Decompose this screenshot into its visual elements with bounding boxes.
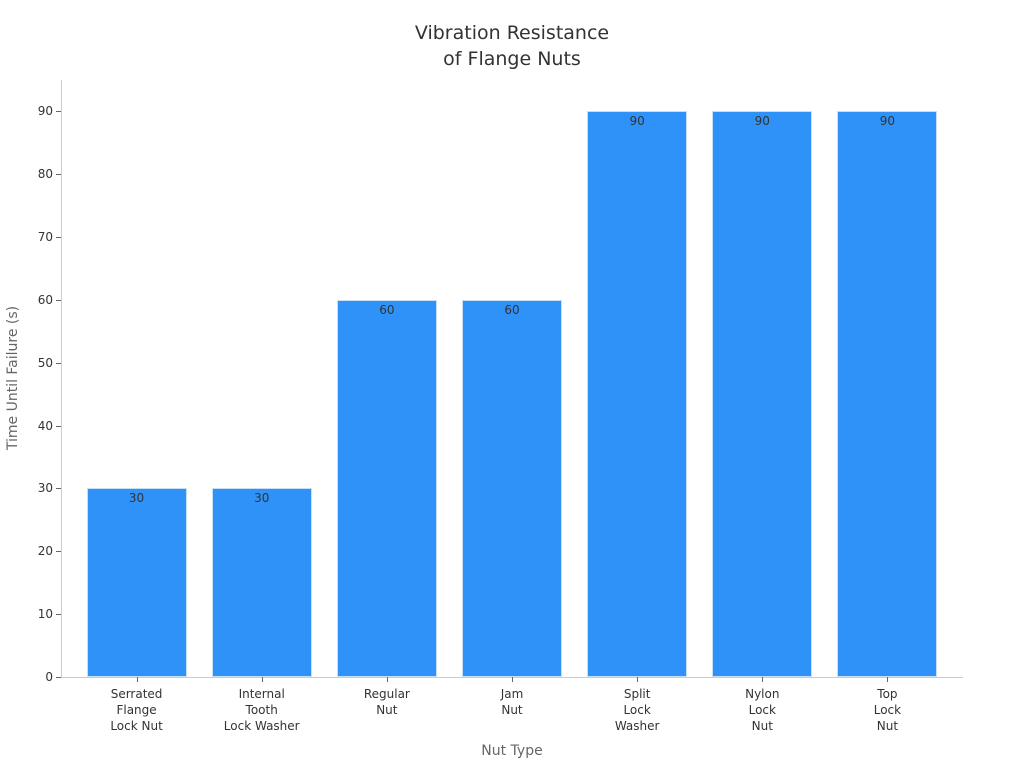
bar-value-label: 60 [504,302,520,317]
y-axis-line [61,80,62,677]
y-tick-label: 90 [37,104,53,119]
y-tick-label: 60 [37,292,53,307]
y-tick [56,299,61,301]
bar [837,111,938,677]
y-tick [56,237,61,239]
x-tick-label: Serrated Flange Lock Nut [110,687,163,733]
chart-title-line-2: of Flange Nuts [443,48,581,70]
y-tick-label: 20 [37,544,53,559]
x-tick-label: Split Lock Washer [614,687,660,733]
y-tick [56,551,61,553]
bar-value-label: 90 [629,114,645,129]
bar [211,488,312,677]
y-tick-label: 10 [37,607,53,622]
x-tick-label: Nylon Lock Nut [745,687,780,733]
bar-value-label: 30 [254,491,270,506]
bar [712,111,813,677]
y-tick [56,614,61,616]
x-tick [637,677,639,682]
y-tick-label: 80 [37,167,53,182]
plot-area: 0 10 20 30 40 50 60 70 80 90 30 Serrated Flange Loc… [38,80,963,733]
bar [461,299,563,677]
x-tick [386,677,388,682]
x-axis-label: Nut Type [481,743,543,759]
y-tick [56,488,61,490]
bar-value-label: 90 [879,114,896,129]
y-tick [56,425,61,427]
y-tick [56,362,61,364]
x-tick-label: Internal Tooth Lock Washer [223,687,300,733]
y-tick-label: 70 [37,230,53,245]
y-tick-label: 50 [37,355,53,370]
x-tick [512,677,513,682]
y-tick [56,111,61,113]
bar [587,111,688,677]
x-tick [136,677,138,682]
bar-value-label: 60 [379,302,395,317]
x-tick [261,677,263,682]
bar-value-label: 30 [128,491,145,506]
y-tick-label: 0 [45,670,53,684]
bar-value-label: 90 [754,114,770,129]
bar [86,488,187,677]
y-tick [56,174,61,176]
x-tick-label: Regular Nut [363,687,410,717]
x-tick [762,677,764,682]
y-tick-label: 40 [37,418,53,433]
x-tick [887,677,889,682]
y-tick [56,677,61,678]
y-tick-label: 30 [37,481,53,496]
x-tick-label: Jam Nut [500,687,524,717]
chart-title-line-1: Vibration Resistance [414,22,610,44]
x-tick-label: Top Lock Nut [873,687,902,733]
bar [336,299,437,677]
